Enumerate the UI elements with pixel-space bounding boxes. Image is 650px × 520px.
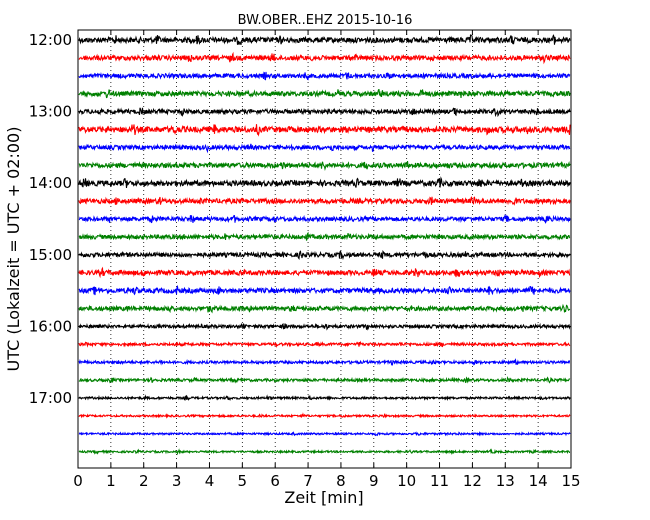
seismic-trace: [78, 448, 571, 456]
x-tick-label: 14: [529, 472, 548, 490]
x-tick-label: 3: [172, 472, 182, 490]
trace-group: [78, 34, 571, 456]
x-tick-label: 6: [270, 472, 280, 490]
seismic-trace: [78, 250, 571, 261]
seismic-trace: [78, 266, 571, 279]
seismic-trace: [78, 231, 571, 241]
x-tick-label: 13: [496, 472, 515, 490]
seismic-trace: [78, 51, 571, 65]
seismic-trace: [78, 322, 571, 331]
x-tick-label: 1: [106, 472, 116, 490]
x-tick-label: 11: [430, 472, 449, 490]
seismic-trace: [78, 107, 571, 118]
x-tick-label: 0: [73, 472, 83, 490]
y-tick-label: 15:00: [29, 246, 72, 264]
x-tick-label: 7: [303, 472, 313, 490]
y-tick-label: 14:00: [29, 174, 72, 192]
y-axis-label: UTC (Lokalzeit = UTC + 02:00): [4, 127, 23, 372]
x-tick-label: 15: [561, 472, 580, 490]
seismic-trace: [78, 358, 571, 367]
plot-frame: [77, 29, 572, 469]
seismic-trace: [78, 143, 571, 154]
x-tick-label: 12: [463, 472, 482, 490]
x-tick-label: 9: [369, 472, 379, 490]
x-tick-label: 4: [205, 472, 215, 490]
seismic-trace: [78, 412, 571, 419]
seismic-trace: [78, 34, 571, 46]
seismic-trace: [78, 284, 571, 296]
y-tick-label: 12:00: [29, 31, 72, 49]
x-tick-label: 8: [336, 472, 346, 490]
seismic-trace: [78, 160, 571, 171]
seismic-trace: [78, 196, 571, 206]
y-tick-label: 16:00: [29, 317, 72, 335]
x-axis-label: Zeit [min]: [284, 488, 363, 507]
x-tick-label: 10: [397, 472, 416, 490]
seismic-trace: [78, 430, 571, 437]
x-tick-label: 5: [238, 472, 248, 490]
seismic-trace: [78, 303, 571, 314]
seismic-trace: [78, 124, 571, 137]
seismic-trace: [78, 375, 571, 384]
seismic-trace: [78, 340, 571, 349]
x-axis: 0 1 2 3 4 5 6 7 8 9 10 11 12 13 14 15: [73, 30, 581, 490]
seismic-trace: [78, 394, 571, 402]
y-tick-label: 13:00: [29, 103, 72, 121]
y-axis: 12:00 13:00 14:00 15:00 16:00 17:00: [29, 31, 571, 407]
seismic-trace: [78, 176, 571, 189]
x-tick-label: 2: [139, 472, 149, 490]
seismic-trace: [78, 214, 571, 224]
seismic-trace: [78, 71, 571, 81]
seismic-trace: [78, 89, 571, 99]
chart-title: BW.OBER..EHZ 2015-10-16: [238, 13, 413, 28]
y-tick-label: 17:00: [29, 389, 72, 407]
